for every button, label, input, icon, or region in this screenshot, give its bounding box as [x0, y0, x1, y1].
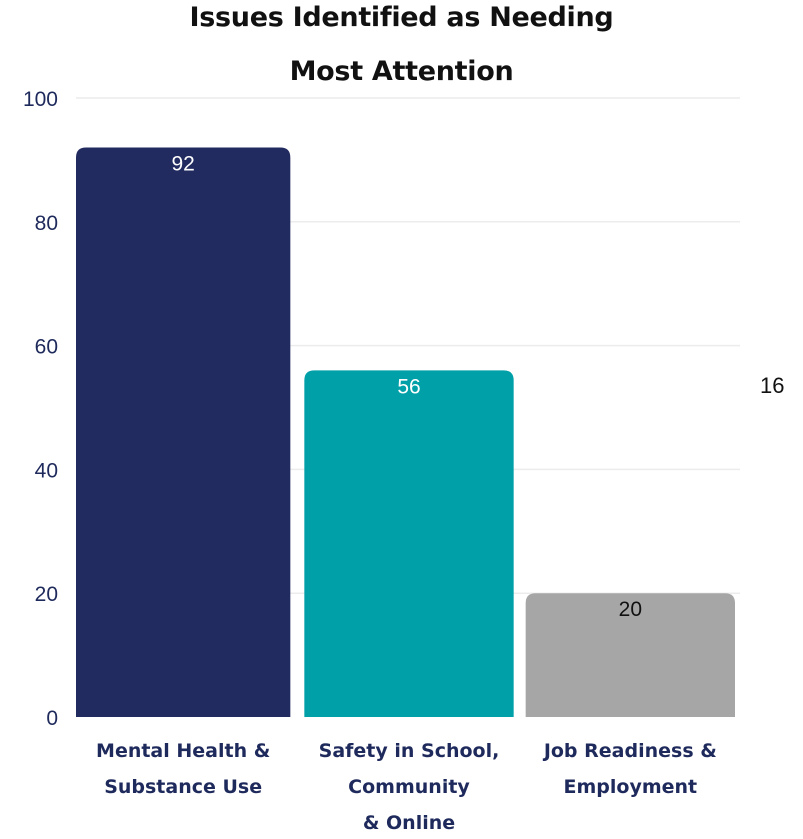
- bar: [525, 593, 735, 717]
- x-category-label: Substance Use: [104, 776, 262, 798]
- x-category-label: Job Readiness &: [542, 740, 717, 762]
- y-tick-label: 80: [35, 212, 58, 235]
- bar-value-label: 56: [397, 375, 420, 398]
- x-category-label: Employment: [564, 776, 698, 798]
- bar-value-label: 20: [619, 598, 642, 621]
- x-category-label: Mental Health &: [96, 740, 270, 762]
- y-tick-label: 100: [23, 88, 58, 111]
- x-category-label: & Online: [363, 812, 455, 834]
- side-note-label: 16: [760, 373, 785, 398]
- x-category-label: Safety in School,: [319, 740, 500, 762]
- y-tick-label: 20: [35, 583, 58, 606]
- chart-title-line-2: Most Attention: [289, 56, 514, 87]
- x-category-label: Community: [348, 776, 470, 798]
- bar: [76, 147, 291, 717]
- chart-title-line-1: Issues Identified as Needing: [189, 2, 614, 33]
- y-tick-label: 60: [35, 336, 58, 359]
- bar-value-label: 92: [171, 153, 194, 176]
- y-tick-label: 40: [35, 459, 58, 482]
- bar: [304, 370, 514, 717]
- y-tick-label: 0: [46, 707, 58, 730]
